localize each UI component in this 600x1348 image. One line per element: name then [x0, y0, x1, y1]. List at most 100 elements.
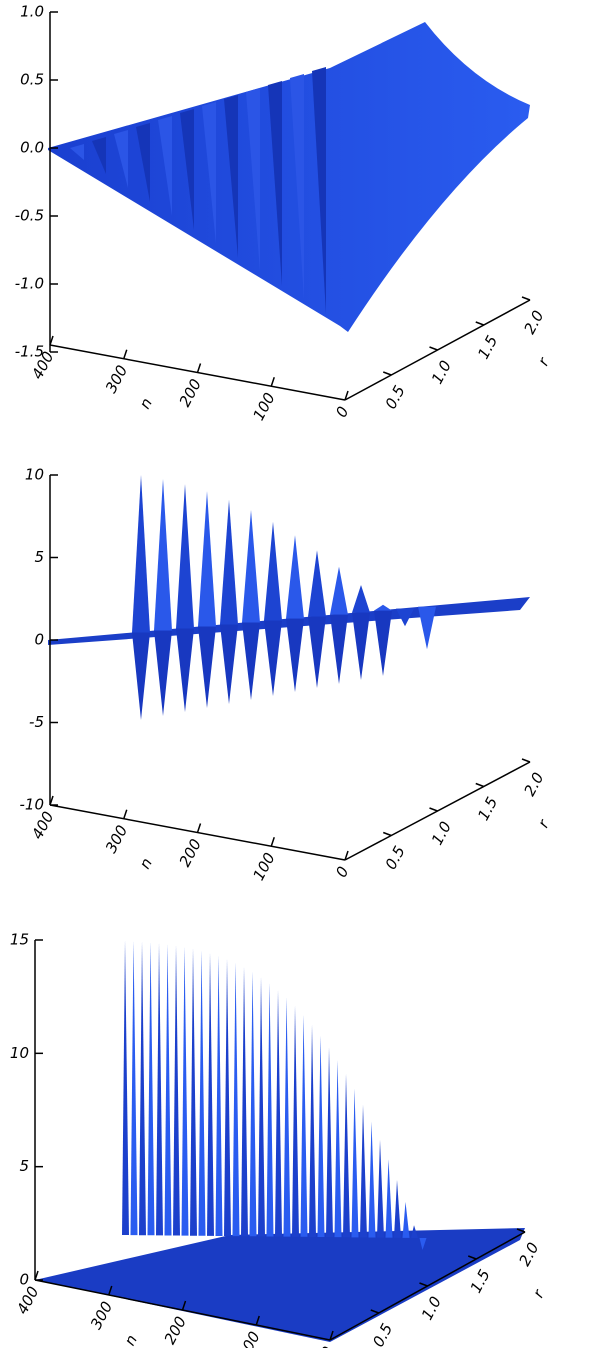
surface-ridge	[136, 123, 150, 202]
surface-ridge	[198, 626, 216, 708]
surface-ridge	[173, 944, 180, 1236]
x-tick	[270, 377, 275, 387]
surface-ridge	[114, 130, 128, 188]
x-axis-label: n	[121, 1332, 141, 1348]
surface-ridge	[290, 74, 304, 300]
surface-ridge	[215, 955, 223, 1236]
surface-ridge	[377, 1139, 384, 1238]
surface-ridge	[258, 976, 265, 1237]
x-tick	[344, 390, 349, 401]
surface-ridge	[396, 608, 414, 627]
y-tick-label: 1.0	[428, 358, 455, 388]
surface	[48, 22, 530, 332]
surface-ridge	[242, 510, 260, 623]
surface-ridge	[246, 88, 260, 272]
surface-ridge	[242, 622, 260, 700]
y-axis-label: r	[534, 816, 553, 831]
z-tick-label: -1.5	[15, 343, 44, 361]
z-tick-label: 0.0	[20, 139, 44, 157]
y-tick	[475, 782, 485, 788]
surface-ridge	[309, 1024, 316, 1237]
x-axis-label: n	[136, 855, 156, 872]
surface-ridge	[374, 610, 392, 676]
z-tick-label: -1.0	[15, 275, 44, 293]
surface-ridge	[374, 604, 392, 611]
surface-ridge	[154, 630, 172, 716]
surface-ridge	[330, 614, 348, 684]
surface-ridge	[317, 1035, 325, 1237]
x-axis-label: n	[136, 395, 156, 412]
surface-ridge	[283, 997, 291, 1237]
y-tick-label: 2.0	[520, 770, 547, 800]
x-tick	[255, 1315, 260, 1326]
surface-ridge	[176, 484, 194, 629]
x-tick-label: 0	[317, 1344, 337, 1348]
surface-ridge	[92, 137, 106, 174]
surface-ridge	[158, 116, 172, 216]
y-tick-label: 2.0	[520, 308, 547, 338]
x-tick	[49, 795, 54, 806]
surface-ridge	[224, 958, 231, 1237]
z-tick-label: 0	[34, 631, 44, 649]
x-tick	[270, 837, 275, 847]
surface-ridge	[330, 566, 348, 615]
surface-ridge	[156, 942, 163, 1236]
x-tick-label: 200	[176, 836, 205, 870]
z-tick-label: -10	[20, 796, 45, 814]
y-tick	[370, 1309, 380, 1314]
x-tick-label: 300	[102, 362, 131, 396]
surface-ridge	[70, 144, 84, 160]
y-tick-label: 1.5	[467, 1267, 494, 1297]
z-tick-label: 10	[10, 1044, 29, 1062]
surface	[35, 1228, 525, 1342]
z-tick-label: 5	[34, 548, 44, 566]
surface-ridge	[139, 941, 146, 1236]
x-tick	[196, 823, 202, 833]
surface-ridge	[275, 989, 282, 1237]
z-tick-label: -0.5	[15, 207, 44, 225]
surface-ridge	[224, 95, 238, 258]
surface-ridge	[300, 1014, 308, 1237]
surface-ridge	[418, 606, 436, 650]
y-tick	[521, 758, 531, 763]
y-tick-label: 1.0	[428, 819, 455, 849]
x-tick-label: 0	[332, 404, 352, 421]
surface-ridge	[190, 948, 197, 1236]
x-tick	[49, 335, 54, 346]
x-tick-label: 300	[87, 1299, 116, 1333]
y-tick-label: 2.0	[515, 1240, 542, 1270]
surface-ridge	[180, 109, 194, 230]
x-tick-label: 400	[28, 809, 57, 843]
y-tick	[429, 807, 438, 812]
z-tick-label: 15	[10, 931, 29, 949]
surface-ridge	[264, 521, 282, 621]
y-tick	[429, 346, 438, 351]
surface-ridge	[266, 982, 274, 1237]
y-tick-label: 0.5	[369, 1321, 396, 1348]
surface-ridge	[411, 1225, 418, 1238]
surface-ridge	[268, 81, 282, 286]
surface-ridge	[181, 946, 189, 1236]
x-tick-label: 400	[13, 1284, 42, 1318]
surface-ridge	[419, 1237, 427, 1250]
y-tick	[382, 371, 392, 376]
z-tick-label: 1.0	[20, 3, 44, 21]
surface-ridge	[249, 971, 257, 1237]
surface-ridge	[198, 491, 216, 627]
x-tick	[108, 1285, 113, 1296]
surface-ridge	[292, 1005, 299, 1237]
x-tick-label: 200	[176, 376, 205, 410]
x-tick	[196, 363, 202, 373]
surface-ridge	[360, 1104, 367, 1238]
y-tick-label: 1.5	[474, 333, 501, 363]
y-tick-label: 1.0	[418, 1294, 445, 1324]
x-tick-label: 100	[234, 1329, 263, 1348]
y-tick-label: 0.5	[382, 383, 409, 413]
x-tick	[344, 850, 349, 861]
y-axis-label: r	[534, 354, 553, 369]
surface-ridge	[264, 620, 282, 696]
surface-ridge	[154, 478, 172, 631]
x-tick-label: 0	[332, 864, 352, 881]
y-tick	[467, 1255, 477, 1260]
surface-ridge	[334, 1059, 342, 1238]
